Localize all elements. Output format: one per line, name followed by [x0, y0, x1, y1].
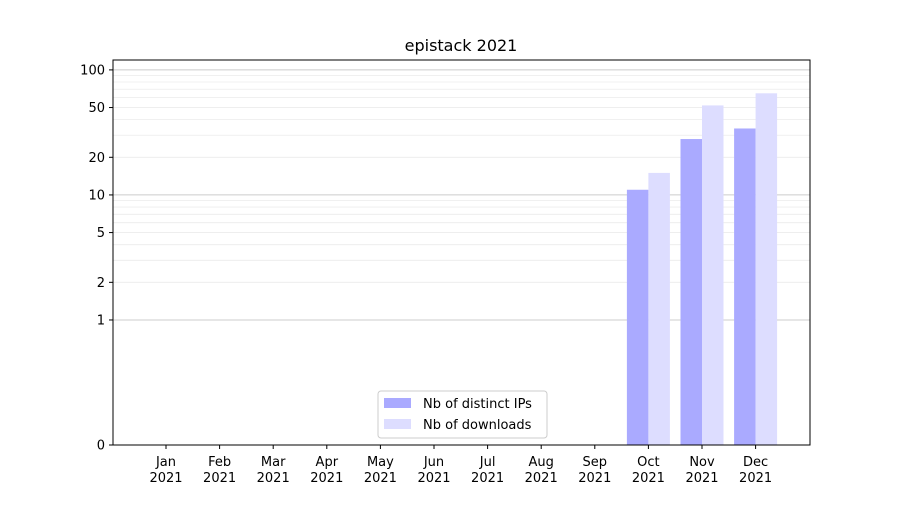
x-tick-month: Jun — [423, 455, 444, 470]
legend-swatch — [384, 419, 411, 429]
bar-downloads-nov — [702, 105, 724, 446]
x-tick-year: 2021 — [149, 471, 182, 486]
y-tick-label: 100 — [80, 63, 105, 78]
x-tick-month: Nov — [689, 455, 715, 470]
legend-box — [377, 390, 548, 439]
bar-ips-nov — [680, 139, 702, 445]
x-tick-year: 2021 — [203, 471, 236, 486]
x-tick-year: 2021 — [632, 471, 665, 486]
y-tick-label: 0 — [97, 439, 105, 454]
x-tick-year: 2021 — [364, 471, 397, 486]
y-tick-label: 50 — [88, 101, 105, 116]
x-tick-label: Sep 2021 — [578, 455, 611, 486]
x-tick-label: Nov 2021 — [685, 455, 718, 486]
x-tick-month: Apr — [316, 455, 339, 470]
x-tick-label: Oct 2021 — [632, 455, 665, 486]
legend-label: Nb of distinct IPs — [423, 397, 532, 412]
x-tick-label: Mar 2021 — [257, 455, 290, 486]
x-tick-year: 2021 — [417, 471, 450, 486]
x-tick-year: 2021 — [685, 471, 718, 486]
x-tick-label: Feb 2021 — [203, 455, 236, 486]
y-tick-label: 20 — [88, 151, 105, 166]
x-tick-month: Dec — [743, 455, 768, 470]
legend-label: Nb of downloads — [423, 418, 532, 433]
x-tick-month: Feb — [208, 455, 231, 470]
x-tick-month: Oct — [637, 455, 659, 470]
x-tick-month: Aug — [529, 455, 554, 470]
legend-swatch — [384, 398, 411, 408]
x-tick-label: Dec 2021 — [739, 455, 772, 486]
y-axis: 0 1 2 5 10 20 50 100 — [80, 63, 113, 454]
x-tick-month: Mar — [261, 455, 286, 470]
x-tick-year: 2021 — [310, 471, 343, 486]
chart-title: epistack 2021 — [405, 36, 518, 55]
x-tick-year: 2021 — [578, 471, 611, 486]
x-tick-year: 2021 — [471, 471, 504, 486]
bar-ips-oct — [626, 189, 649, 445]
y-tick-label: 2 — [97, 276, 105, 291]
y-tick-label: 10 — [88, 188, 105, 203]
axes-frame — [112, 59, 811, 446]
y-tick-label: 1 — [97, 313, 105, 328]
x-tick-label: Apr 2021 — [310, 455, 343, 486]
x-tick-label: Aug 2021 — [525, 455, 558, 486]
x-tick-label: May 2021 — [364, 455, 397, 486]
x-tick-month: Jan — [155, 455, 176, 470]
legend: Nb of distinct IPs Nb of downloads — [377, 390, 548, 439]
x-tick-year: 2021 — [257, 471, 290, 486]
grid-lines — [113, 69, 810, 321]
x-tick-label: Jul 2021 — [471, 455, 504, 486]
bar-downloads-dec — [755, 93, 778, 446]
x-tick-label: Jun 2021 — [417, 455, 450, 486]
x-tick-label: Jan 2021 — [149, 455, 182, 486]
x-tick-month: Jul — [479, 455, 496, 470]
bar-downloads-oct — [648, 172, 670, 445]
x-tick-year: 2021 — [525, 471, 558, 486]
y-tick-label: 5 — [97, 226, 105, 241]
x-tick-year: 2021 — [739, 471, 772, 486]
bars — [626, 93, 778, 446]
x-tick-month: May — [367, 455, 394, 470]
x-tick-month: Sep — [583, 455, 608, 470]
bar-ips-dec — [734, 128, 756, 445]
